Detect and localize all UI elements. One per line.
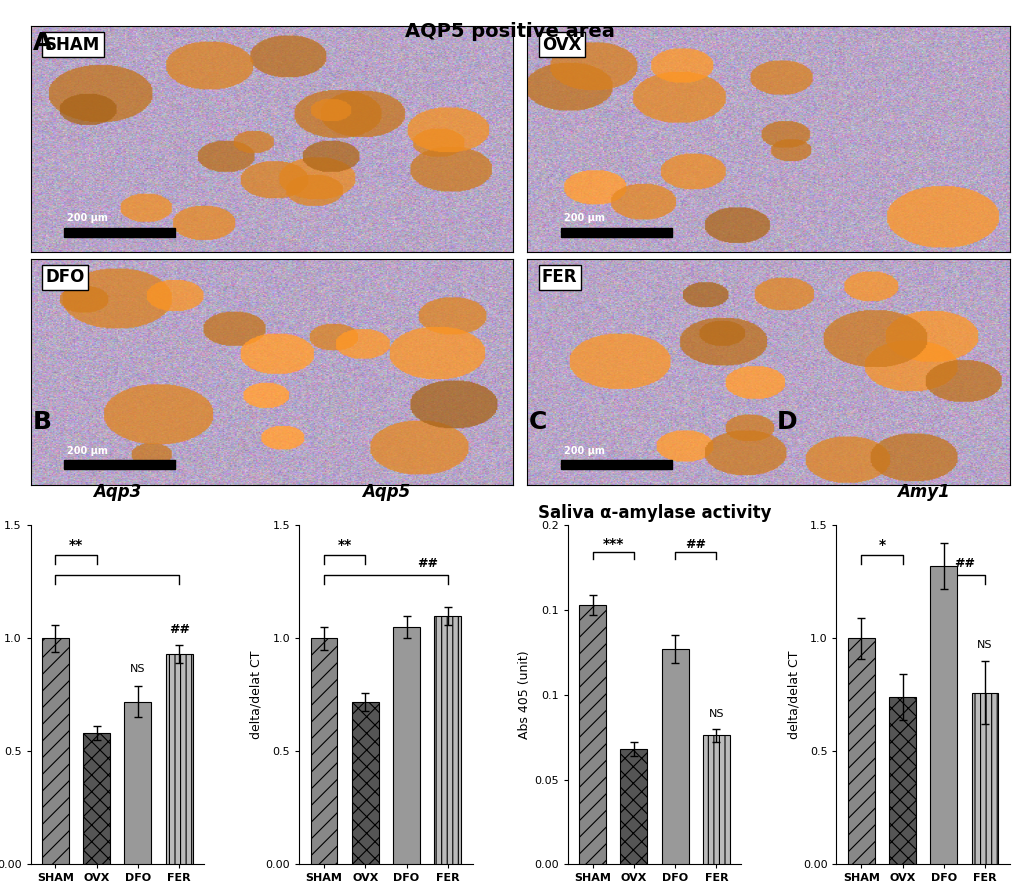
Title: Aqp3: Aqp3 <box>93 483 142 502</box>
Bar <box>434 616 461 864</box>
Bar <box>392 627 420 864</box>
Bar <box>165 654 193 864</box>
Bar <box>64 460 175 469</box>
Text: DFO: DFO <box>45 268 85 287</box>
Text: ##: ## <box>953 557 974 571</box>
Bar <box>620 749 647 864</box>
Text: ##: ## <box>685 538 705 550</box>
Text: 200 μm: 200 μm <box>564 213 604 223</box>
Bar <box>560 460 672 469</box>
Text: *: * <box>877 538 884 552</box>
Y-axis label: delta/delat CT: delta/delat CT <box>787 651 799 739</box>
Title: Aqp5: Aqp5 <box>362 483 410 502</box>
Bar <box>847 639 874 864</box>
Text: OVX: OVX <box>541 35 581 54</box>
Text: A: A <box>33 31 52 55</box>
Text: ***: *** <box>602 536 624 550</box>
Bar <box>310 639 337 864</box>
Bar <box>579 605 605 864</box>
Text: 200 μm: 200 μm <box>66 213 108 223</box>
Text: D: D <box>776 410 797 434</box>
Text: NS: NS <box>708 708 723 719</box>
Title: Saliva α-amylase activity: Saliva α-amylase activity <box>537 505 770 522</box>
Bar <box>64 228 175 236</box>
Bar <box>560 228 672 236</box>
Bar <box>352 701 378 864</box>
Bar <box>929 566 956 864</box>
Y-axis label: Abs 405 (unit): Abs 405 (unit) <box>518 650 531 739</box>
Bar <box>702 736 730 864</box>
Text: **: ** <box>337 538 352 552</box>
Text: 200 μm: 200 μm <box>66 446 108 456</box>
Bar <box>889 697 915 864</box>
Text: ##: ## <box>416 557 437 571</box>
Bar <box>42 639 68 864</box>
Text: FER: FER <box>541 268 577 287</box>
Y-axis label: delta/delat CT: delta/delat CT <box>250 651 263 739</box>
Text: **: ** <box>69 538 83 552</box>
Title: Amy1: Amy1 <box>896 483 949 502</box>
Bar <box>84 733 110 864</box>
Text: NS: NS <box>976 639 991 649</box>
Bar <box>661 649 688 864</box>
Text: 200 μm: 200 μm <box>564 446 604 456</box>
Text: NS: NS <box>130 664 146 675</box>
Text: SHAM: SHAM <box>45 35 100 54</box>
Text: B: B <box>33 410 52 434</box>
Bar <box>124 701 151 864</box>
Text: AQP5 positive area: AQP5 positive area <box>405 22 614 41</box>
Bar <box>971 692 998 864</box>
Text: C: C <box>528 410 546 434</box>
Text: ##: ## <box>168 623 190 636</box>
